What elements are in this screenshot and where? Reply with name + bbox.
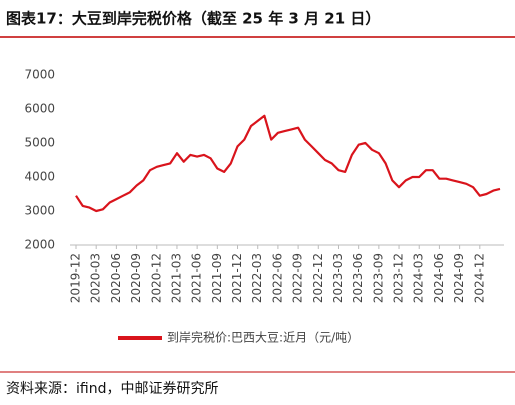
- x-tick-label: 2021-12: [230, 253, 244, 303]
- y-tick-label: 2000: [24, 238, 55, 252]
- x-tick-label: 2019-12: [69, 253, 83, 303]
- y-tick-label: 7000: [24, 68, 55, 82]
- data-line: [75, 114, 501, 213]
- y-tick-label: 6000: [24, 102, 55, 116]
- y-tick-label: 4000: [24, 170, 55, 184]
- source: 资料来源：ifind，中邮证券研究所: [6, 381, 218, 397]
- x-tick-label: 2024-12: [472, 253, 486, 303]
- x-tick-label: 2022-06: [270, 253, 284, 303]
- x-tick-label: 2020-09: [129, 253, 143, 303]
- x-tick-label: 2020-06: [109, 253, 123, 303]
- x-tick-label: 2020-12: [149, 253, 163, 303]
- x-tick-label: 2024-09: [452, 253, 466, 303]
- x-tick-label: 2023-06: [351, 253, 365, 303]
- x-tick-label: 2023-09: [371, 253, 385, 303]
- x-tick-label: 2021-03: [169, 253, 183, 303]
- x-tick-label: 2022-12: [311, 253, 325, 303]
- chart-title: 图表17：大豆到岸完税价格（截至 25 年 3 月 21 日）: [6, 10, 380, 28]
- x-tick-label: 2023-12: [392, 253, 406, 303]
- x-tick-label: 2021-09: [210, 253, 224, 303]
- x-tick-label: 2022-09: [291, 253, 305, 303]
- x-tick-label: 2021-06: [190, 253, 204, 303]
- legend-label: 到岸完税价:巴西大豆:近月（元/吨）: [167, 330, 359, 345]
- x-tick-label: 2020-03: [89, 253, 103, 303]
- y-tick-label: 3000: [24, 204, 55, 218]
- x-tick-label: 2024-06: [432, 253, 446, 303]
- x-tick-label: 2024-03: [412, 253, 426, 303]
- x-tick-label: 2023-03: [331, 253, 345, 303]
- y-tick-label: 5000: [24, 136, 55, 150]
- x-tick-label: 2022-03: [250, 253, 264, 303]
